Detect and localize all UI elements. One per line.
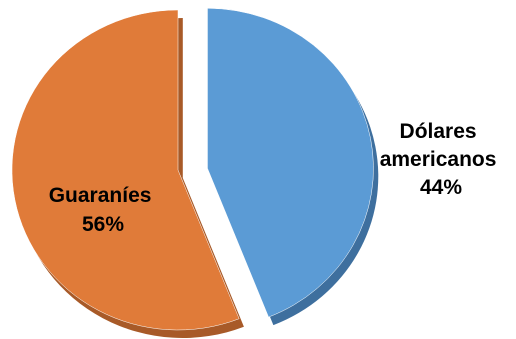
slice-dolares: [207, 8, 374, 318]
label-dolares-percent: 44%: [420, 176, 462, 199]
label-guaranies-percent: 56%: [82, 213, 124, 236]
slices: [11, 8, 374, 331]
label-guaranies: Guaraníes 56%: [49, 184, 158, 236]
label-guaranies-line1: Guaraníes: [49, 184, 152, 207]
label-dolares-line2: americanos: [380, 148, 497, 171]
slice-guaranies: [11, 9, 240, 331]
label-dolares: Dólares americanos 44%: [380, 120, 503, 199]
label-dolares-line1: Dólares: [400, 120, 477, 143]
